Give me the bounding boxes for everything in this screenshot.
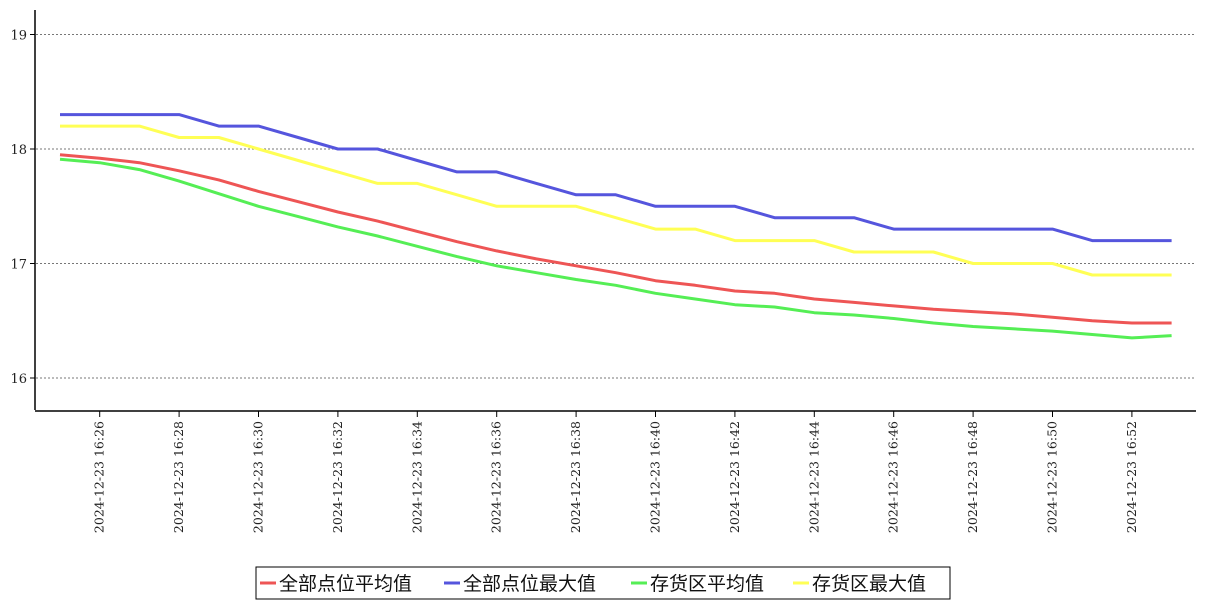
x-tick-label: 2024-12-23 16:50 [1045, 421, 1060, 533]
x-tick-label: 2024-12-23 16:42 [727, 421, 742, 533]
y-tick-label: 19 [10, 29, 27, 44]
legend-label: 存货区平均值 [650, 573, 764, 595]
x-tick-label: 2024-12-23 16:34 [409, 421, 424, 533]
x-tick-label: 2024-12-23 16:28 [171, 421, 186, 533]
series-line-3 [59, 157, 1172, 340]
legend-label: 全部点位最大值 [463, 573, 596, 595]
x-tick-label: 2024-12-23 16:30 [251, 421, 266, 533]
y-tick-label: 18 [10, 143, 27, 158]
x-tick-label: 2024-12-23 16:44 [806, 421, 821, 533]
legend-box [255, 566, 951, 600]
x-tick-label: 2024-12-23 16:26 [92, 421, 107, 533]
series-line-4 [60, 124, 1172, 277]
x-tick-label: 2024-12-23 16:52 [1124, 421, 1139, 533]
y-tick-label: 17 [10, 258, 27, 273]
grid-lines [36, 34, 1196, 379]
y-tick-label: 16 [10, 372, 27, 387]
series-line-1 [59, 153, 1172, 325]
series-line-2 [60, 113, 1172, 243]
y-axis-ticks: 16 17 18 19 [10, 29, 35, 387]
x-tick-label: 2024-12-23 16:36 [489, 421, 504, 533]
x-tick-label: 2024-12-23 16:40 [648, 421, 663, 533]
x-tick-label: 2024-12-23 16:38 [568, 421, 583, 533]
x-tick-label: 2024-12-23 16:48 [965, 421, 980, 533]
legend-label: 存货区最大值 [812, 573, 926, 595]
x-tick-label: 2024-12-23 16:46 [886, 421, 901, 533]
legend-label: 全部点位平均值 [279, 573, 412, 595]
x-axis-ticks: 2024-12-23 16:26 2024-12-23 16:28 2024-12-… [92, 411, 1139, 533]
x-tick-label: 2024-12-23 16:32 [330, 421, 345, 533]
legend: 全部点位平均值 全部点位最大值 存货区平均值 存货区最大值 [255, 566, 951, 600]
series-lines [59, 113, 1172, 340]
